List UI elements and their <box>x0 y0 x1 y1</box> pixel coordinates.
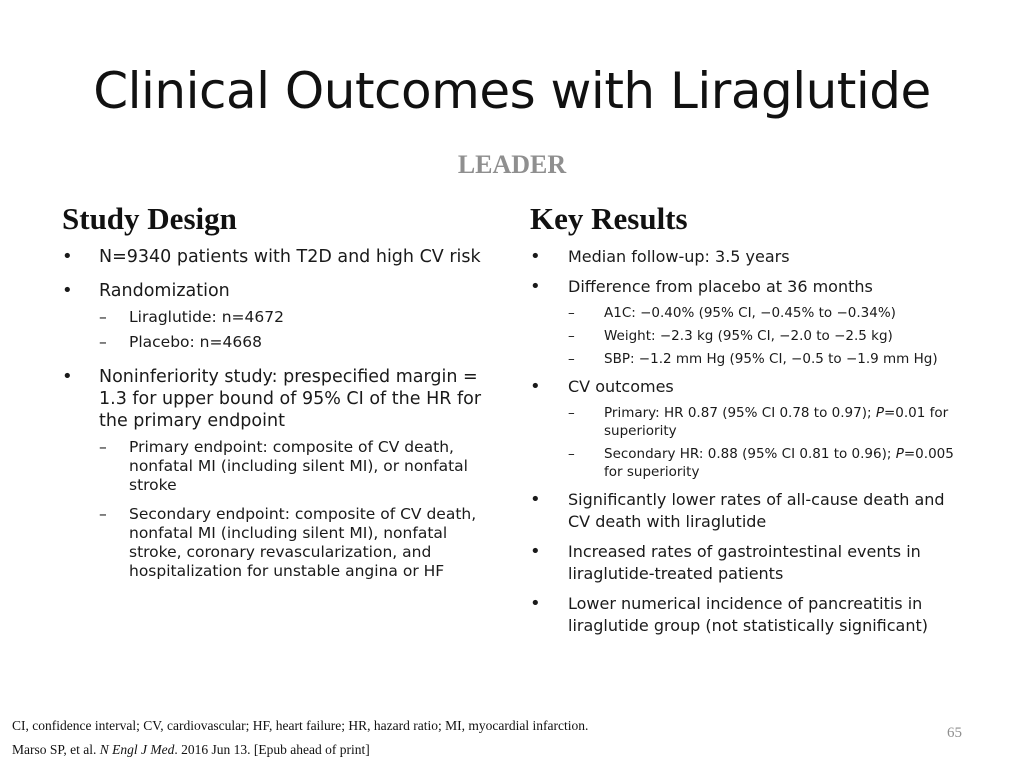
citation-footnote: Marso SP, et al. N Engl J Med. 2016 Jun … <box>12 742 912 758</box>
list-item: Randomization Liraglutide: n=4672 Placeb… <box>62 280 502 352</box>
slide-title: Clinical Outcomes with Liraglutide <box>93 62 931 120</box>
bullet-text: Significantly lower rates of all-cause d… <box>568 490 945 531</box>
p-value-symbol: P <box>895 446 904 462</box>
sub-list-item: Secondary HR: 0.88 (95% CI 0.81 to 0.96)… <box>568 445 970 481</box>
sub-list-item: Liraglutide: n=4672 <box>99 308 502 327</box>
list-item: Lower numerical incidence of pancreatiti… <box>530 593 970 637</box>
bullet-text: CV outcomes <box>568 377 674 396</box>
sub-list-item: Primary: HR 0.87 (95% CI 0.78 to 0.97); … <box>568 404 970 440</box>
bullet-text: Randomization <box>99 281 230 301</box>
list-item: Difference from placebo at 36 months A1C… <box>530 276 970 368</box>
sub-text: =0.005 for superiority <box>604 446 954 480</box>
slide-subtitle: LEADER <box>457 150 567 179</box>
study-design-column: Study Design N=9340 patients with T2D an… <box>62 200 502 593</box>
citation-authors: Marso SP, et al. <box>12 742 100 757</box>
sub-list: Liraglutide: n=4672 Placebo: n=4668 <box>99 308 502 352</box>
p-value-symbol: P <box>875 405 884 421</box>
sub-list: Primary: HR 0.87 (95% CI 0.78 to 0.97); … <box>568 404 970 481</box>
abbreviations-footnote: CI, confidence interval; CV, cardiovascu… <box>12 718 589 733</box>
sub-list-item: Secondary endpoint: composite of CV deat… <box>99 505 502 581</box>
citation-rest: . 2016 Jun 13. [Epub ahead of print] <box>174 742 370 757</box>
bullet-text: N=9340 patients with T2D and high CV ris… <box>99 247 481 267</box>
bullet-text: Median follow-up: 3.5 years <box>568 247 790 266</box>
sub-list-item: SBP: −1.2 mm Hg (95% CI, −0.5 to −1.9 mm… <box>568 350 970 368</box>
bullet-text: Increased rates of gastrointestinal even… <box>568 542 921 583</box>
sub-text: Secondary HR: 0.88 (95% CI 0.81 to 0.96)… <box>604 446 896 462</box>
sub-list-item: Weight: −2.3 kg (95% CI, −2.0 to −2.5 kg… <box>568 327 970 345</box>
list-item: Median follow-up: 3.5 years <box>530 246 970 268</box>
list-item: Increased rates of gastrointestinal even… <box>530 541 970 585</box>
sub-list-item: Primary endpoint: composite of CV death,… <box>99 438 502 495</box>
sub-list-item: Placebo: n=4668 <box>99 333 502 352</box>
page-number: 65 <box>947 725 962 741</box>
bullet-text: Lower numerical incidence of pancreatiti… <box>568 594 928 635</box>
list-item: N=9340 patients with T2D and high CV ris… <box>62 246 502 268</box>
sub-text: Primary: HR 0.87 (95% CI 0.78 to 0.97); <box>604 405 876 421</box>
list-item: CV outcomes Primary: HR 0.87 (95% CI 0.7… <box>530 376 970 481</box>
key-results-list: Median follow-up: 3.5 years Difference f… <box>530 246 970 637</box>
list-item: Noninferiority study: prespecified margi… <box>62 366 502 581</box>
key-results-heading: Key Results <box>530 201 688 236</box>
sub-text: =0.01 for superiority <box>604 405 949 439</box>
bullet-text: Difference from placebo at 36 months <box>568 277 873 296</box>
sub-list: A1C: −0.40% (95% CI, −0.45% to −0.34%) W… <box>568 304 970 368</box>
sub-list-item: A1C: −0.40% (95% CI, −0.45% to −0.34%) <box>568 304 970 322</box>
key-results-column: Key Results Median follow-up: 3.5 years … <box>530 200 970 645</box>
bullet-text: Noninferiority study: prespecified margi… <box>99 367 482 431</box>
sub-list: Primary endpoint: composite of CV death,… <box>99 438 502 581</box>
study-design-heading: Study Design <box>62 201 237 236</box>
citation-journal: N Engl J Med <box>99 742 175 757</box>
list-item: Significantly lower rates of all-cause d… <box>530 489 970 533</box>
study-design-list: N=9340 patients with T2D and high CV ris… <box>62 246 502 581</box>
